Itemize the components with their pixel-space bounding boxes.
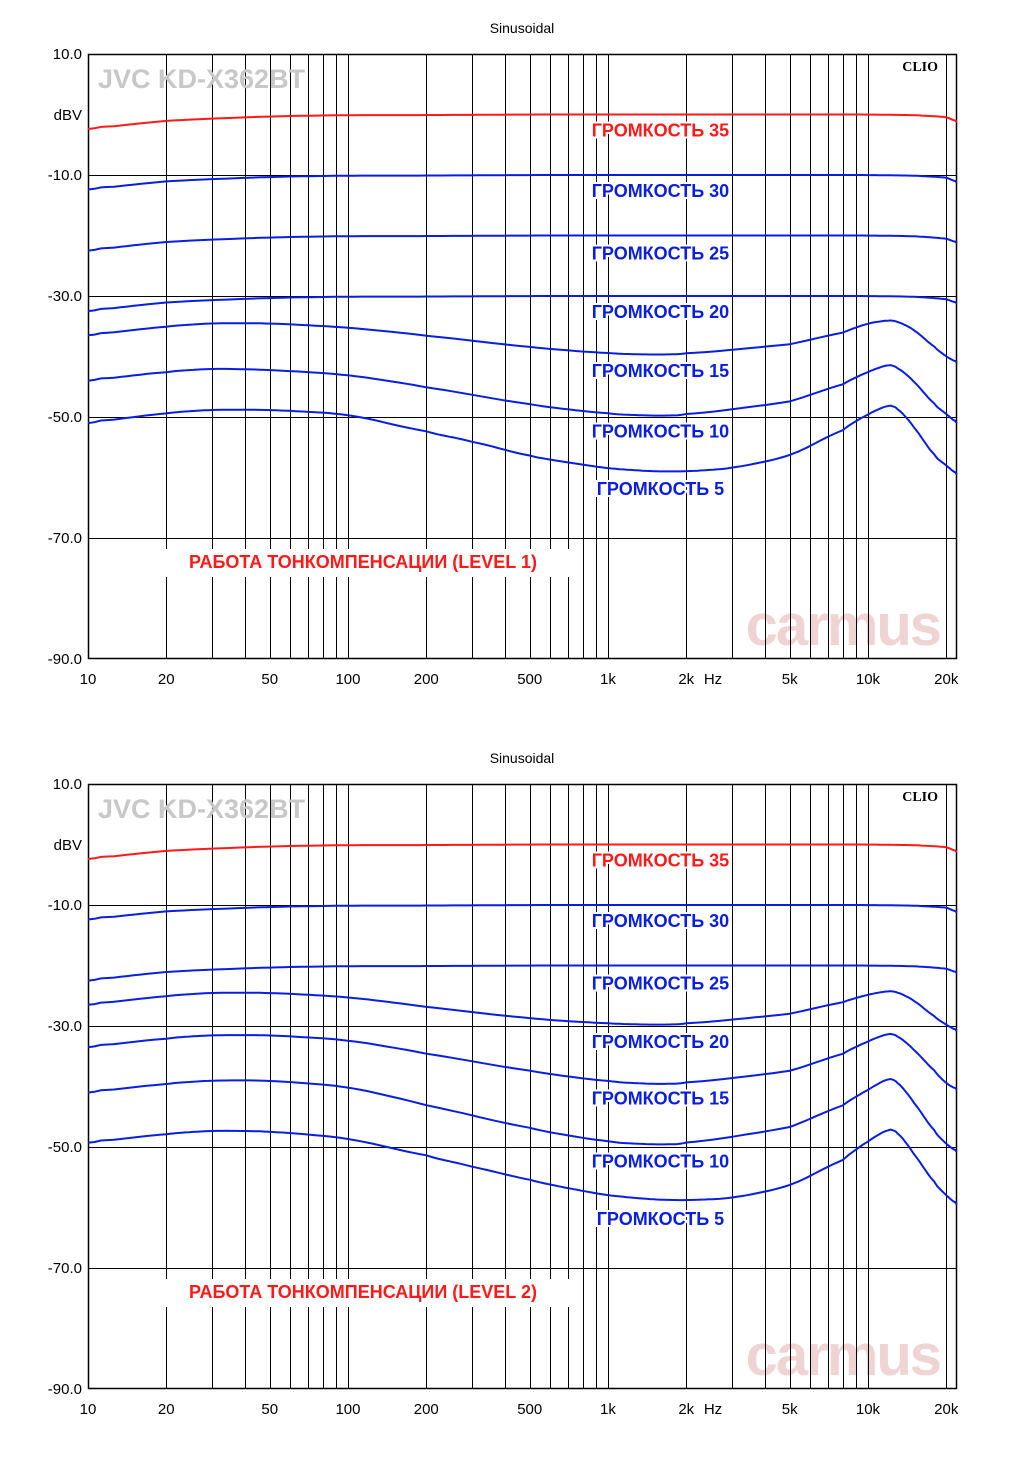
clio-logo: CLIO (902, 790, 938, 805)
series-label: ГРОМКОСТЬ 10 (592, 421, 729, 441)
series-label: ГРОМКОСТЬ 35 (592, 851, 729, 871)
clio-logo: CLIO (902, 60, 938, 75)
series-line (87, 904, 958, 921)
y-tick-label: -50.0 (48, 1139, 82, 1156)
chart-level-1: carmus Sinusoidal 10.0 -10.0 -30.0 -50.0 -70.0… (48, 20, 959, 688)
series-line (87, 843, 958, 860)
series-label: ГРОМКОСТЬ 5 (597, 479, 724, 499)
series-line (87, 234, 958, 252)
series-line (87, 319, 958, 364)
series-label: ГРОМКОСТЬ 15 (592, 1088, 729, 1108)
brand-label: JVC KD-X362BT (98, 794, 306, 824)
x-tick-label: 500 (517, 1401, 542, 1418)
plot-frame (87, 53, 958, 660)
caption-bg (160, 549, 570, 577)
series-line (87, 113, 958, 130)
x-tick-label: 5k (782, 671, 798, 688)
series-line (87, 404, 958, 476)
x-tick-label: 50 (261, 671, 278, 688)
series-line (87, 174, 958, 191)
y-tick-label: -90.0 (48, 651, 82, 668)
chart-title: Sinusoidal (490, 750, 555, 766)
x-tick-label: 2k (678, 1401, 694, 1418)
x-tick-label: 2k (678, 671, 694, 688)
x-tick-label: 500 (517, 671, 542, 688)
x-tick-label: 100 (335, 671, 360, 688)
x-tick-label: 20k (934, 1401, 959, 1418)
chart-title: Sinusoidal (490, 20, 555, 36)
y-axis-label: dBV (54, 837, 82, 854)
x-tick-label: 5k (782, 1401, 798, 1418)
plot-frame (87, 783, 958, 1390)
x-tick-label: 50 (261, 1401, 278, 1418)
x-tick-label: 10k (856, 1401, 881, 1418)
y-tick-label: -70.0 (48, 530, 82, 547)
y-axis-label: dBV (54, 107, 82, 124)
x-axis-unit: Hz (704, 1401, 722, 1418)
y-tick-label: -10.0 (48, 897, 82, 914)
series-label: ГРОМКОСТЬ 20 (592, 302, 729, 322)
brand-label: JVC KD-X362BT (98, 64, 306, 94)
series-label: ГРОМКОСТЬ 30 (592, 181, 729, 201)
y-tick-label: -30.0 (48, 288, 82, 305)
series-line (87, 1078, 958, 1153)
series-label: ГРОМКОСТЬ 25 (592, 243, 729, 263)
y-tick-label: -90.0 (48, 1381, 82, 1398)
x-tick-label: 20k (934, 671, 959, 688)
caption-bg (160, 1279, 570, 1307)
y-tick-label: -70.0 (48, 1260, 82, 1277)
x-tick-label: 10 (80, 1401, 97, 1418)
x-axis-unit: Hz (704, 671, 722, 688)
x-tick-label: 10 (80, 671, 97, 688)
watermark: carmus (746, 593, 940, 658)
y-tick-label: 10.0 (53, 776, 82, 793)
series-line (87, 364, 958, 424)
series-label: ГРОМКОСТЬ 30 (592, 911, 729, 931)
series-label: ГРОМКОСТЬ 20 (592, 1032, 729, 1052)
series-line (87, 964, 958, 982)
chart-level-2: carmus Sinusoidal 10.0 -10.0 -30.0 -50.0 -70.0… (48, 750, 959, 1418)
chart-caption: РАБОТА ТОНКОМПЕНСАЦИИ (LEVEL 1) (189, 552, 537, 572)
series-label: ГРОМКОСТЬ 15 (592, 361, 729, 381)
y-tick-label: -10.0 (48, 167, 82, 184)
series-line (87, 295, 958, 313)
chart-caption: РАБОТА ТОНКОМПЕНСАЦИИ (LEVEL 2) (189, 1282, 537, 1302)
y-tick-label: -50.0 (48, 409, 82, 426)
series-line (87, 1032, 958, 1091)
series-label: ГРОМКОСТЬ 5 (597, 1209, 724, 1229)
x-tick-label: 200 (414, 671, 439, 688)
y-tick-label: -30.0 (48, 1018, 82, 1035)
x-tick-label: 200 (414, 1401, 439, 1418)
x-tick-label: 20 (158, 1401, 175, 1418)
y-tick-label: 10.0 (53, 46, 82, 63)
x-tick-label: 1k (600, 1401, 616, 1418)
x-tick-label: 20 (158, 671, 175, 688)
x-tick-label: 10k (856, 671, 881, 688)
x-tick-label: 100 (335, 1401, 360, 1418)
watermark: carmus (746, 1323, 940, 1388)
x-tick-label: 1k (600, 671, 616, 688)
series-label: ГРОМКОСТЬ 25 (592, 973, 729, 993)
series-line (87, 990, 958, 1032)
series-label: ГРОМКОСТЬ 10 (592, 1151, 729, 1171)
series-line (87, 1128, 958, 1206)
series-label: ГРОМКОСТЬ 35 (592, 121, 729, 141)
